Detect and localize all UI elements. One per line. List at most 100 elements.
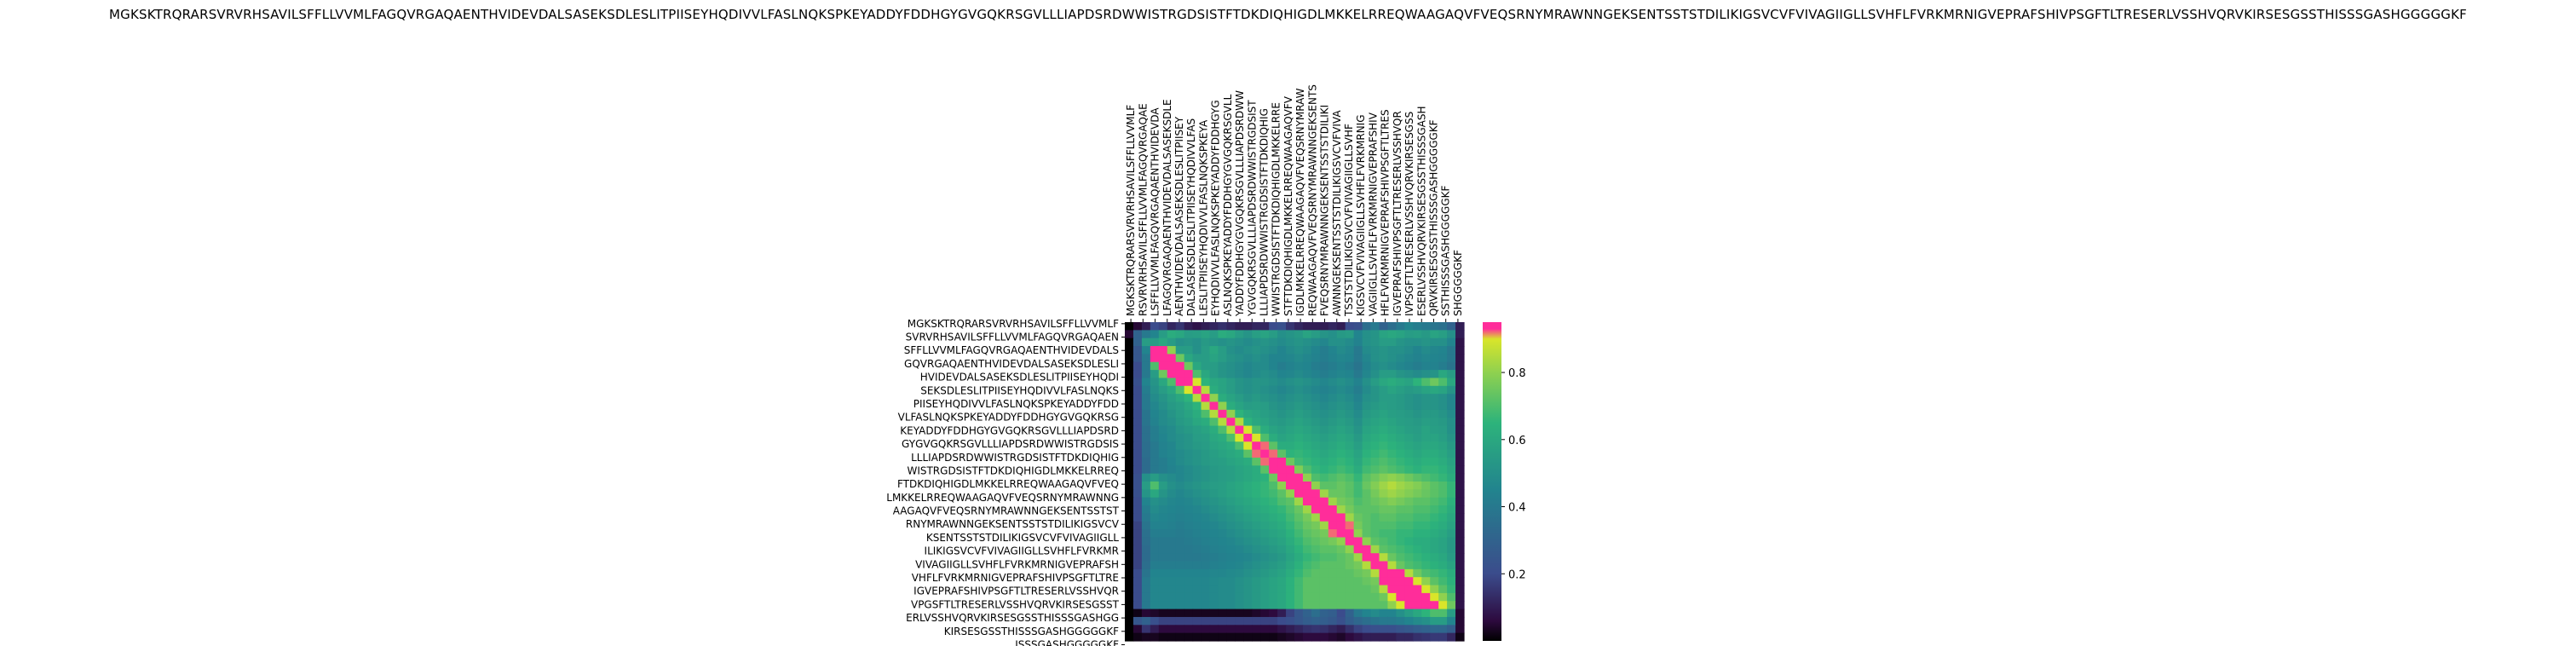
heatmap-cell [1370,409,1380,418]
heatmap-cell [1430,489,1439,499]
heatmap-cell [1150,561,1160,570]
heatmap-cell [1132,354,1143,363]
heatmap-cell [1269,609,1278,618]
heatmap-cell [1192,441,1202,451]
heatmap-cell [1226,322,1236,331]
heatmap-cell [1319,545,1329,554]
heatmap-cell [1141,394,1151,403]
heatmap-cell [1438,337,1448,347]
heatmap-cell [1260,561,1270,570]
heatmap-cell [1125,521,1134,530]
heatmap-cell [1336,577,1346,586]
heatmap-cell [1396,592,1405,602]
heatmap-cell [1413,505,1422,514]
heatmap-cell [1396,425,1405,435]
heatmap-cell [1235,632,1244,642]
y-tick-label: HVIDEVDALSASEKSDLESLITPIISEYHQDI [920,372,1119,384]
heatmap-cell [1447,354,1456,363]
heatmap-cell [1430,457,1439,466]
heatmap-cell [1421,601,1431,610]
heatmap-cell [1150,433,1160,442]
heatmap-cell [1269,346,1278,355]
heatmap-cell [1141,625,1151,634]
heatmap-cell [1150,473,1160,482]
heatmap-cell [1192,361,1202,371]
heatmap-cell [1421,465,1431,475]
heatmap-cell [1455,337,1465,347]
heatmap-cell [1353,505,1363,514]
heatmap-cell [1430,632,1439,642]
heatmap-cell [1286,473,1295,482]
heatmap-cell [1430,482,1439,490]
heatmap-cell [1175,378,1185,387]
heatmap-cell [1277,473,1287,482]
heatmap-cell [1362,378,1372,387]
heatmap-cell [1430,409,1439,418]
heatmap-cell [1311,489,1321,499]
heatmap-cell [1175,361,1185,371]
heatmap-cell [1319,505,1329,514]
heatmap-cell [1158,537,1168,546]
heatmap-cell [1269,521,1278,530]
heatmap-cell [1302,537,1312,546]
heatmap-cell [1302,616,1312,626]
heatmap-cell [1294,585,1304,594]
heatmap-cell [1209,449,1219,459]
heatmap-cell [1158,385,1168,395]
heatmap-cell [1192,609,1202,618]
heatmap-cell [1218,346,1227,355]
heatmap-cell [1404,529,1414,539]
heatmap-cell [1336,601,1346,610]
heatmap-cell [1252,568,1261,578]
heatmap-cell [1201,449,1211,459]
heatmap-cell [1218,401,1227,411]
heatmap-cell [1404,401,1414,411]
heatmap-cell [1167,322,1177,331]
heatmap-cell [1387,361,1397,371]
heatmap-cell [1370,521,1380,530]
heatmap-cell [1404,346,1414,355]
heatmap-cell [1421,441,1431,451]
heatmap-cell [1158,553,1168,562]
heatmap-cell [1311,632,1321,642]
heatmap-cell [1269,465,1278,475]
heatmap-cell [1396,561,1405,570]
heatmap-cell [1396,378,1405,387]
heatmap-cell [1311,553,1321,562]
heatmap-cell [1150,609,1160,618]
heatmap-cell [1430,553,1439,562]
heatmap-cell [1447,489,1456,499]
heatmap-cell [1218,609,1227,618]
heatmap-cell [1328,545,1338,554]
heatmap-cell [1235,577,1244,586]
heatmap-cell [1201,592,1211,602]
heatmap-cell [1319,441,1329,451]
heatmap-cell [1345,441,1355,451]
heatmap-cell [1311,425,1321,435]
heatmap-cell [1455,529,1465,539]
heatmap-cell [1175,322,1185,331]
heatmap-cell [1175,537,1185,546]
heatmap-cell [1201,322,1211,331]
heatmap-cell [1319,632,1329,642]
heatmap-cell [1438,521,1448,530]
heatmap-cell [1430,337,1439,347]
heatmap-cell [1336,568,1346,578]
heatmap-cell [1277,568,1287,578]
heatmap-cell [1438,441,1448,451]
heatmap-cell [1158,378,1168,387]
heatmap-cell [1379,609,1389,618]
heatmap-cell [1218,449,1227,459]
heatmap-cell [1370,537,1380,546]
heatmap-cell [1277,401,1287,411]
heatmap-cell [1218,553,1227,562]
heatmap-cell [1218,337,1227,347]
y-tick-label: FTDKDIQHIGDLMKKELRREQWAAGAQVFVEQ [897,478,1119,490]
heatmap-cell [1362,322,1372,331]
heatmap-cell [1226,489,1236,499]
heatmap-cell [1379,529,1389,539]
heatmap-cell [1387,465,1397,475]
heatmap-cell [1277,449,1287,459]
heatmap-cell [1302,577,1312,586]
heatmap-cell [1209,457,1219,466]
